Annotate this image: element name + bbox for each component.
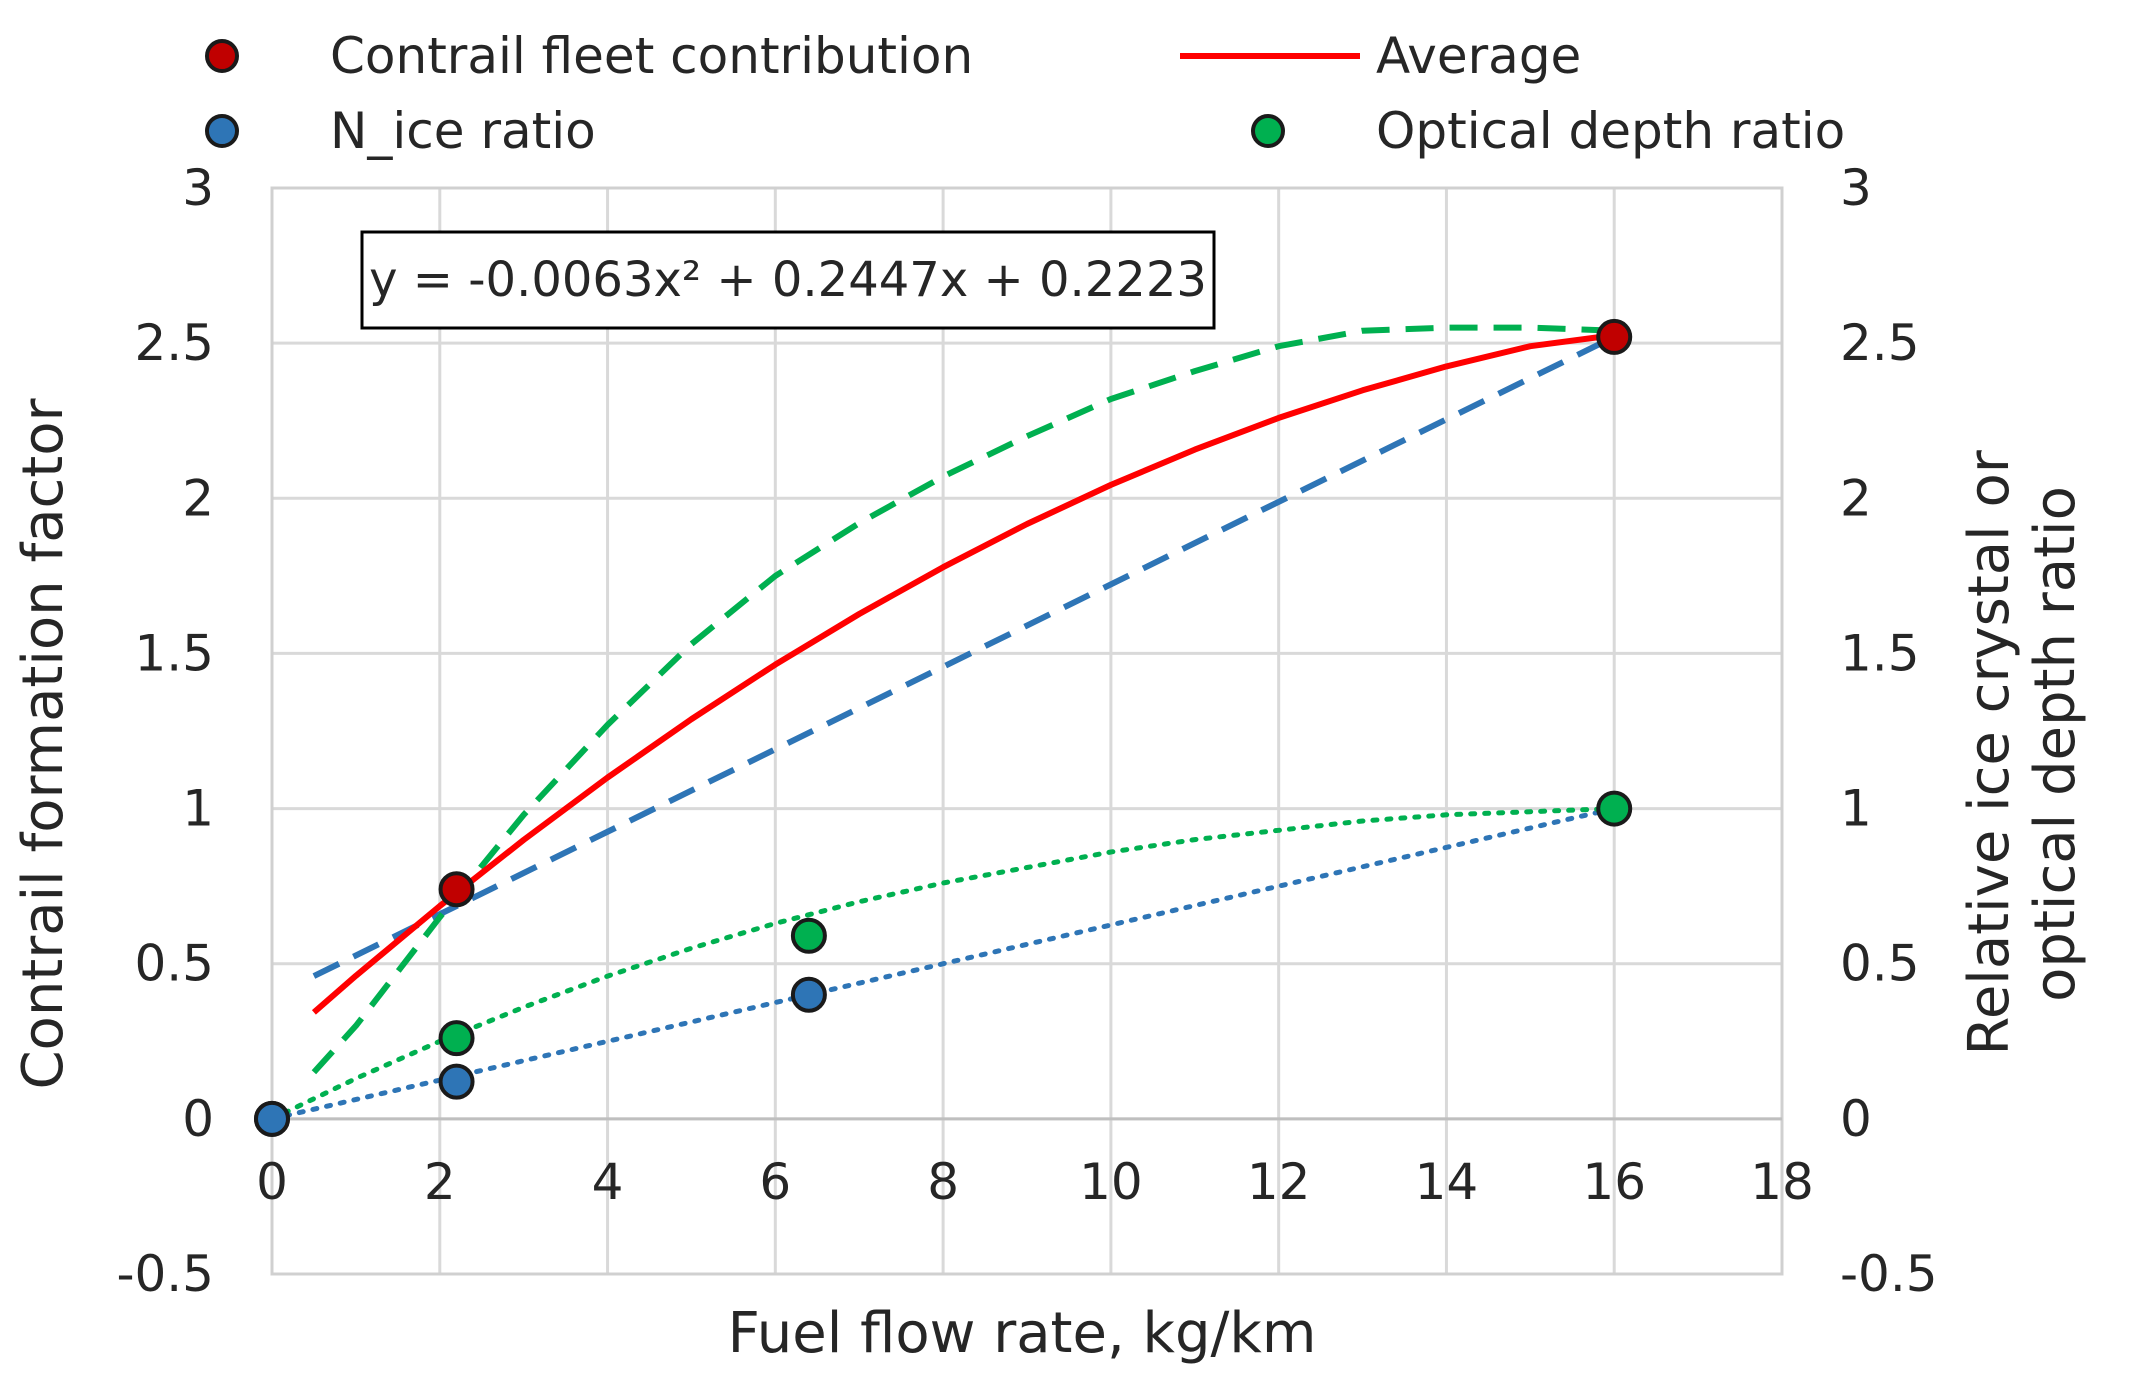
data-point-series-1-0 (254, 1100, 290, 1137)
y2-tick-label: 3 (1840, 159, 1872, 217)
x-tick-label: 2 (424, 1153, 456, 1211)
y2-tick-label: -0.5 (1840, 1245, 1938, 1303)
series-line-average (311, 332, 1615, 1015)
equation-frame (360, 230, 1216, 330)
y-tick-label: 1 (182, 780, 214, 838)
y-tick-label: 0 (182, 1090, 214, 1148)
x-tick-label: 4 (592, 1153, 624, 1211)
legend-label-optical-depth: Optical depth ratio (1376, 102, 1845, 160)
data-point-series-1-2 (790, 976, 827, 1013)
y2-tick-label: 2 (1840, 469, 1872, 527)
x-tick-label: 18 (1750, 1153, 1814, 1211)
legend-label-average: Average (1376, 27, 1581, 85)
data-point-series-2-3 (1596, 790, 1633, 827)
y-tick-label: 2.5 (134, 314, 214, 372)
y2-axis-title: Relative ice crystal or optical depth ra… (1957, 432, 2088, 1055)
y-tick-label: -0.5 (116, 1245, 214, 1303)
y-tick-label: 1.5 (134, 624, 214, 682)
plot-area-frame (270, 186, 1784, 1276)
legend-label-contrail-fleet: Contrail fleet contribution (330, 27, 973, 85)
legend-marker-n-ice (205, 114, 239, 148)
legend: Contrail fleet contribution Average N_ic… (205, 27, 1845, 160)
y-axis-title: Contrail formation factor (11, 397, 76, 1089)
y-tick-label: 2 (182, 469, 214, 527)
tick-labels: 0 2 4 6 8 10 12 14 16 18-0.500.511.522.53-0.500.5… (116, 159, 1937, 1303)
y2-tick-label: 1.5 (1840, 624, 1920, 682)
series-lines (311, 332, 1615, 1015)
data-point-series-0-1 (1596, 318, 1633, 355)
x-tick-label: 8 (927, 1153, 959, 1211)
legend-item-optical-depth: Optical depth ratio (1251, 102, 1845, 160)
x-tick-label: 6 (759, 1153, 791, 1211)
y2-tick-label: 2.5 (1840, 314, 1920, 372)
trendline-equation: y = -0.0063x² + 0.2447x + 0.2223 (369, 252, 1207, 308)
legend-item-average: Average (1180, 27, 1581, 85)
y-tick-label: 3 (182, 159, 214, 217)
trendline-dotted-2 (269, 806, 1617, 1122)
data-point-series-2-1 (438, 1020, 475, 1057)
equation-box: y = -0.0063x² + 0.2447x + 0.2223 (360, 230, 1216, 330)
data-markers (254, 318, 1633, 1137)
legend-label-n-ice: N_ice ratio (330, 102, 596, 160)
legend-marker-contrail-fleet (205, 39, 239, 73)
y-tick-label: 0.5 (134, 935, 214, 993)
legend-marker-optical-depth (1251, 114, 1285, 148)
data-point-series-2-2 (790, 917, 827, 954)
x-axis-title: Fuel flow rate, kg/km (728, 1301, 1317, 1366)
y2-tick-label: 0.5 (1840, 935, 1920, 993)
trendline-dotted-3 (269, 806, 1617, 1122)
trendline-dashed-1 (311, 324, 1615, 1075)
x-tick-label: 12 (1247, 1153, 1311, 1211)
data-point-series-1-1 (438, 1063, 475, 1100)
legend-item-n-ice: N_ice ratio (205, 102, 596, 160)
data-point-series-0-0 (438, 871, 475, 908)
y2-tick-label: 1 (1840, 780, 1872, 838)
trendline-dashed-0 (312, 334, 1616, 979)
y2-axis-title-line-1: Relative ice crystal or (1957, 449, 2022, 1055)
y2-tick-label: 0 (1840, 1090, 1872, 1148)
x-tick-label: 16 (1582, 1153, 1646, 1211)
trendlines (269, 324, 1617, 1122)
y2-axis-title-line-2: optical depth ratio (2023, 486, 2088, 1002)
x-tick-label: 14 (1415, 1153, 1479, 1211)
x-tick-label: 10 (1079, 1153, 1143, 1211)
x-tick-label: 0 (256, 1153, 288, 1211)
gridlines (270, 186, 1784, 1276)
legend-item-contrail-fleet: Contrail fleet contribution (205, 27, 973, 85)
